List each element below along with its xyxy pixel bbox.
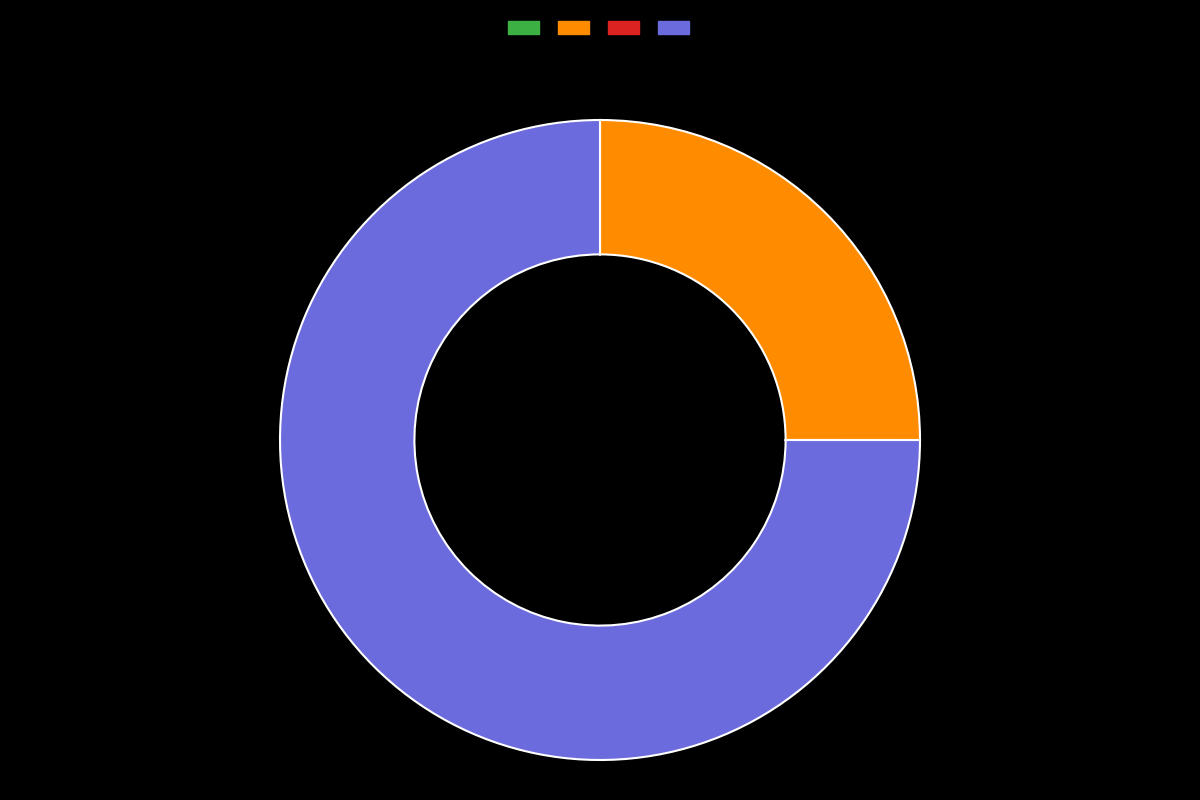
Wedge shape [600, 120, 920, 440]
Legend: , , , : , , , [503, 15, 697, 41]
Wedge shape [280, 120, 920, 760]
